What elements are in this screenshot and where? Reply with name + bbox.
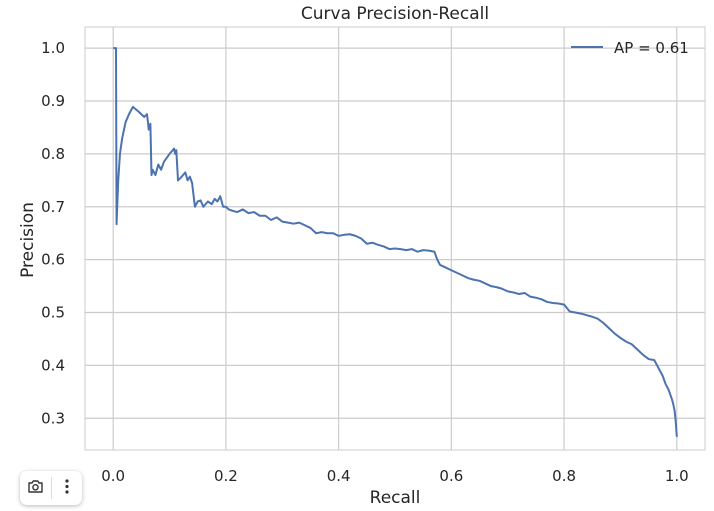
series-line [113, 47, 678, 437]
x-tick-label: 1.0 [665, 467, 689, 485]
legend-label: AP = 0.61 [614, 39, 689, 57]
x-tick-labels: 0.0 0.2 0.4 0.6 0.8 1.0 [101, 467, 688, 485]
y-tick-label: 0.4 [41, 356, 65, 374]
y-tick-labels: 0.3 0.4 0.5 0.6 0.7 0.8 0.9 1.0 [41, 39, 65, 427]
toolbar-divider [50, 477, 52, 499]
chart-toolbar [20, 471, 82, 505]
camera-icon [27, 479, 44, 498]
x-tick-label: 0.6 [439, 467, 463, 485]
y-tick-label: 0.5 [41, 304, 65, 322]
chart-title: Curva Precision-Recall [301, 4, 489, 24]
y-tick-label: 1.0 [41, 39, 65, 57]
more-vert-icon [65, 478, 69, 498]
x-tick-label: 0.2 [214, 467, 238, 485]
legend: AP = 0.61 [571, 39, 689, 57]
x-tick-label: 0.0 [101, 467, 125, 485]
more-options-button[interactable] [52, 471, 83, 505]
plot-area [84, 26, 706, 451]
y-axis-title: Precision [18, 202, 38, 278]
x-tick-label: 0.4 [327, 467, 351, 485]
y-tick-label: 0.8 [41, 145, 65, 163]
grid [85, 27, 705, 450]
x-tick-label: 0.8 [552, 467, 576, 485]
screenshot-button[interactable] [20, 471, 51, 505]
y-tick-label: 0.9 [41, 92, 65, 110]
series-group [113, 47, 678, 437]
y-tick-label: 0.3 [41, 409, 65, 427]
y-tick-label: 0.6 [41, 251, 65, 269]
x-axis-title: Recall [370, 488, 421, 508]
y-tick-label: 0.7 [41, 198, 65, 216]
